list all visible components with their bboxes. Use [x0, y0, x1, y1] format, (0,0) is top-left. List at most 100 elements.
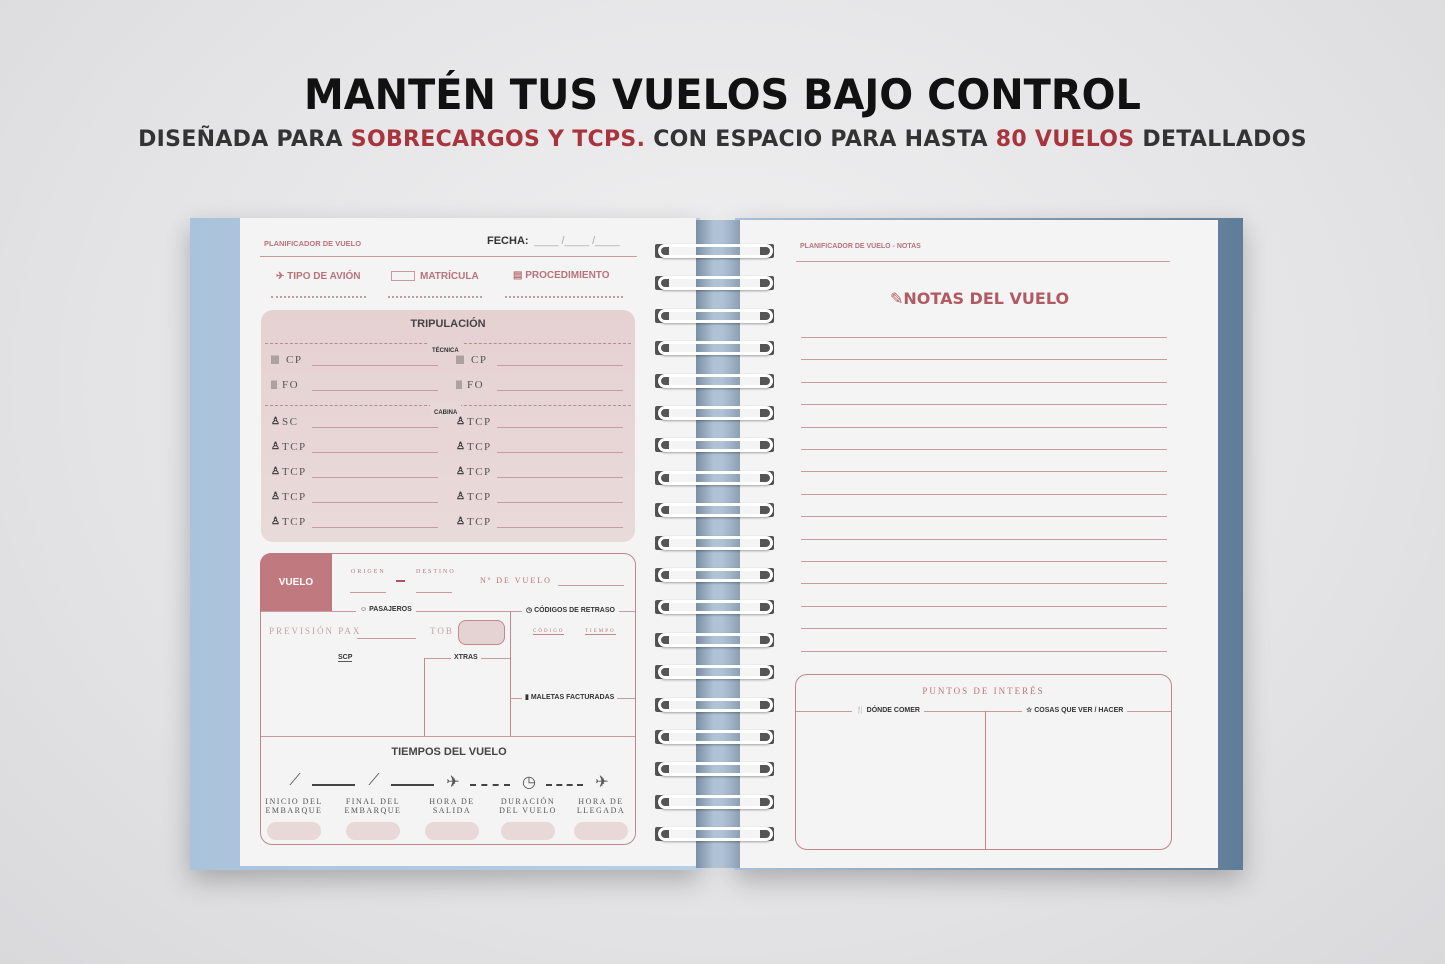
crew-name-input[interactable]	[497, 477, 623, 478]
takeoff-icon: ✈	[446, 774, 460, 791]
field-label: MATRÍCULA	[420, 271, 479, 282]
pencil-icon: ✎	[890, 289, 904, 308]
note-line[interactable]	[801, 381, 1167, 383]
codigos-label: ◷ CÓDIGOS DE RETRASO	[522, 606, 619, 614]
crew-name-input[interactable]	[312, 427, 438, 428]
note-line[interactable]	[801, 471, 1167, 473]
divider	[261, 611, 635, 612]
note-line[interactable]	[801, 404, 1167, 406]
plane-icon: ✈	[276, 271, 288, 282]
page-header: PLANIFICADOR DE VUELO - NOTAS	[800, 243, 921, 250]
crew-member-icon: ♙	[271, 416, 280, 427]
vuelo-tab: VUELO	[260, 553, 332, 612]
note-line[interactable]	[801, 561, 1167, 562]
matricula-input[interactable]	[388, 296, 482, 298]
divider	[510, 611, 511, 736]
note-line[interactable]	[801, 337, 1167, 338]
crew-name-input[interactable]	[312, 527, 438, 528]
connector	[391, 784, 434, 786]
stripes-icon: ||||	[271, 354, 279, 364]
spiral-ring	[658, 406, 773, 420]
time-label-2: EMBARQUE	[265, 806, 323, 815]
crew-name-input[interactable]	[497, 502, 623, 503]
divider	[424, 658, 425, 736]
document-icon: ▤	[513, 270, 526, 281]
spiral-ring	[658, 373, 773, 388]
time-label-2: LLEGADA	[576, 806, 626, 815]
sub-part: CON ESPACIO PARA HASTA	[645, 127, 996, 152]
xtras-label: XTRAS	[451, 654, 481, 661]
pasajeros-text: PASAJEROS	[369, 606, 412, 613]
time-label-1: HORA DE	[429, 797, 475, 806]
time-input[interactable]	[574, 822, 628, 840]
crew-label: TCP	[282, 516, 307, 528]
dash	[396, 580, 405, 582]
origen-label: ORIGEN	[351, 569, 386, 575]
crew-name-input[interactable]	[497, 452, 623, 453]
field-procedimiento: ▤ PROCEDIMIENTO	[513, 270, 610, 281]
flight-box	[260, 553, 636, 845]
crew-name-input[interactable]	[497, 365, 623, 366]
procedimiento-input[interactable]	[505, 296, 623, 298]
time-label-2: DEL VUELO	[499, 806, 557, 815]
note-line[interactable]	[801, 650, 1167, 652]
crew-name-input[interactable]	[497, 390, 623, 391]
divider	[985, 711, 986, 849]
note-line[interactable]	[801, 516, 1167, 518]
fecha-blank[interactable]: ____ /____ /____	[534, 235, 620, 247]
spiral-ring	[658, 568, 773, 582]
crew-name-input[interactable]	[312, 452, 438, 453]
spiral-ring	[658, 470, 773, 485]
numero-input[interactable]	[558, 585, 624, 586]
field-label: TIPO DE AVIÓN	[287, 271, 361, 282]
crew-name-input[interactable]	[312, 390, 438, 391]
time-label-1: INICIO DEL	[265, 797, 323, 806]
note-line[interactable]	[801, 359, 1167, 361]
note-line[interactable]	[801, 426, 1167, 428]
notes-title-text: NOTAS DEL VUELO	[903, 289, 1070, 308]
cutlery-icon: 🍴	[856, 707, 865, 714]
right-page	[739, 220, 1218, 868]
note-line[interactable]	[801, 538, 1167, 540]
time-input[interactable]	[501, 822, 555, 840]
connector	[546, 784, 583, 786]
crew-name-input[interactable]	[497, 527, 623, 528]
field-label: PROCEDIMIENTO	[525, 270, 610, 281]
stripes-icon: |||	[456, 379, 462, 389]
sub-highlight: SOBRECARGOS Y TCPS.	[350, 127, 646, 152]
time-input[interactable]	[425, 822, 479, 840]
tipo-avion-input[interactable]	[271, 296, 366, 298]
star-icon: ☆	[1026, 707, 1033, 714]
crew-name-input[interactable]	[312, 365, 438, 366]
prevision-input[interactable]	[357, 638, 416, 639]
note-line[interactable]	[801, 449, 1167, 450]
note-line[interactable]	[801, 628, 1167, 630]
escalator-icon: ⟋	[368, 772, 380, 789]
notes-title: ✎NOTAS DEL VUELO	[890, 289, 1069, 308]
crew-name-input[interactable]	[497, 427, 623, 428]
spiral-ring	[658, 762, 773, 777]
destino-input[interactable]	[416, 592, 452, 593]
registration-plate-icon	[391, 271, 415, 282]
tob-label: TOB	[430, 626, 454, 636]
header-rule	[796, 261, 1170, 262]
crew-label: TCP	[467, 466, 492, 478]
time-input[interactable]	[346, 822, 400, 840]
crew-label: TCP	[467, 516, 492, 528]
crew-name-input[interactable]	[312, 502, 438, 503]
codigos-text: CÓDIGOS DE RETRASO	[534, 607, 615, 614]
note-line[interactable]	[801, 583, 1167, 585]
crew-label: TCP	[282, 466, 307, 478]
time-input[interactable]	[267, 822, 321, 840]
origen-input[interactable]	[350, 592, 386, 593]
field-matricula: MATRÍCULA	[391, 271, 479, 282]
spiral-ring	[658, 827, 773, 842]
note-line[interactable]	[801, 493, 1167, 495]
tob-input[interactable]	[458, 620, 505, 645]
field-tipo-avion: ✈ TIPO DE AVIÓN	[276, 271, 361, 282]
crew-member-icon: ♙	[456, 466, 465, 477]
note-line[interactable]	[801, 605, 1167, 607]
stripes-icon: |||	[271, 379, 277, 389]
sub-part: DISEÑADA PARA	[138, 127, 351, 152]
crew-name-input[interactable]	[312, 477, 438, 478]
